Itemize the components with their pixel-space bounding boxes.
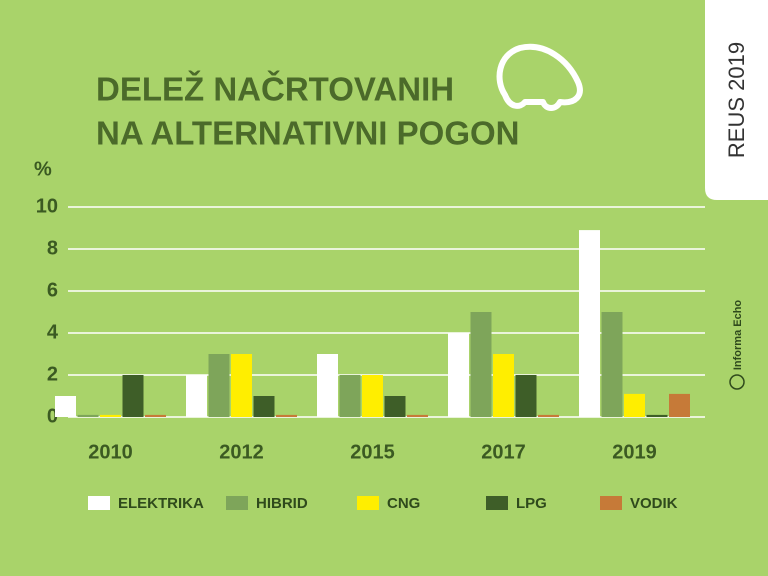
legend-swatch xyxy=(486,496,508,510)
brand-icon xyxy=(729,374,745,390)
bar xyxy=(601,312,623,417)
bar xyxy=(470,312,492,417)
x-tick-label: 2019 xyxy=(612,441,657,463)
y-tick-label: 8 xyxy=(47,237,58,259)
badge: REUS 2019 xyxy=(724,42,749,158)
legend-label: CNG xyxy=(387,495,420,512)
bar xyxy=(208,354,230,417)
bar xyxy=(100,414,121,417)
y-axis-label: % xyxy=(34,158,52,180)
legend-label: VODIK xyxy=(630,495,678,512)
bar xyxy=(186,375,207,417)
bar xyxy=(493,354,514,417)
y-tick-label: 6 xyxy=(47,279,58,301)
bar xyxy=(317,354,338,417)
x-tick-label: 2015 xyxy=(350,441,395,463)
y-tick-label: 10 xyxy=(36,195,58,217)
bar xyxy=(579,230,600,417)
y-tick-label: 4 xyxy=(47,321,59,343)
bar xyxy=(55,396,76,417)
badge-panel xyxy=(705,0,768,200)
x-tick-label: 2010 xyxy=(88,441,133,463)
bar xyxy=(407,414,428,417)
legend-swatch xyxy=(226,496,248,510)
x-tick-label: 2017 xyxy=(481,441,526,463)
legend-swatch xyxy=(600,496,622,510)
chart-title: NA ALTERNATIVNI POGON xyxy=(96,115,520,152)
car-icon xyxy=(496,43,583,111)
bar xyxy=(253,396,275,417)
y-tick-label: 0 xyxy=(47,405,58,427)
legend-label: ELEKTRIKA xyxy=(118,495,204,512)
brand: Informa Echo xyxy=(732,300,744,371)
bar xyxy=(145,414,166,417)
bar xyxy=(448,333,469,417)
bar xyxy=(362,375,383,417)
bar xyxy=(538,414,559,417)
y-tick-label: 2 xyxy=(47,363,58,385)
legend-swatch xyxy=(88,496,110,510)
legend-label: LPG xyxy=(516,495,547,512)
bar xyxy=(384,396,406,417)
bar xyxy=(122,375,144,417)
bar xyxy=(77,414,99,417)
bar xyxy=(515,375,537,417)
bar xyxy=(624,393,645,417)
legend-swatch xyxy=(357,496,379,510)
legend-label: HIBRID xyxy=(256,495,308,512)
x-tick-label: 2012 xyxy=(219,441,264,463)
bar xyxy=(646,414,668,417)
bar xyxy=(276,414,297,417)
bar xyxy=(231,354,252,417)
chart-title: DELEŽ NAČRTOVANIH xyxy=(96,70,454,108)
bar xyxy=(339,375,361,417)
bar xyxy=(669,393,690,417)
